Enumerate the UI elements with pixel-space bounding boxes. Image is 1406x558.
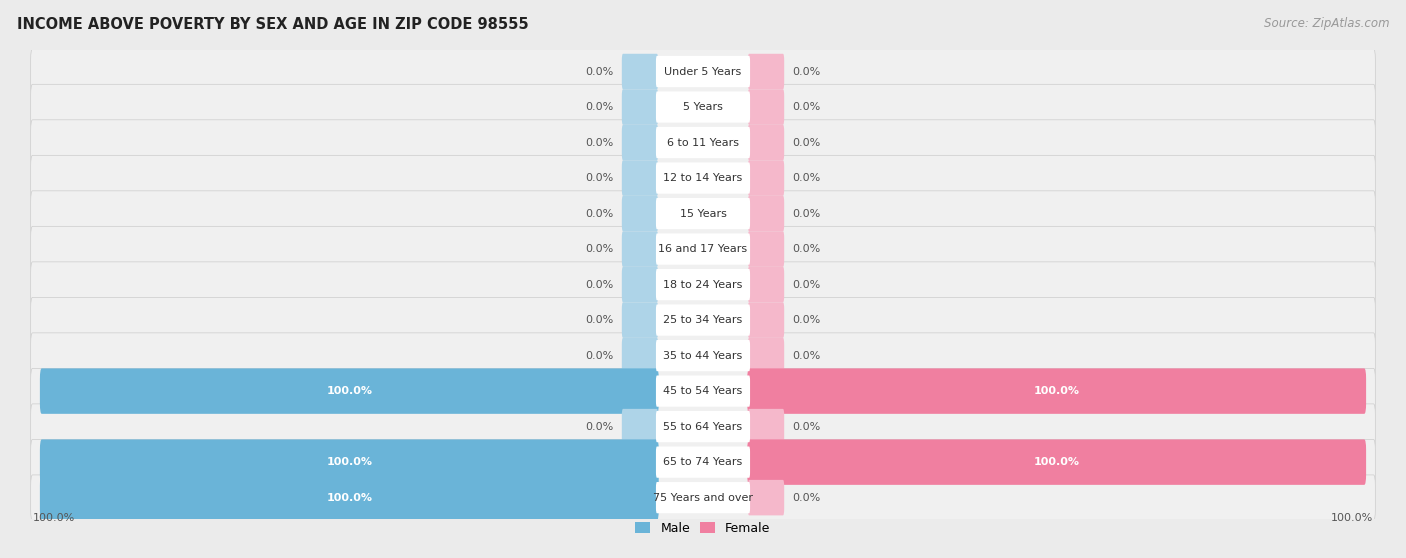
Text: 0.0%: 0.0%: [792, 493, 821, 503]
Text: 55 to 64 Years: 55 to 64 Years: [664, 422, 742, 432]
FancyBboxPatch shape: [31, 227, 1375, 272]
Text: 0.0%: 0.0%: [585, 102, 614, 112]
Text: 100.0%: 100.0%: [326, 457, 373, 467]
FancyBboxPatch shape: [621, 160, 658, 196]
FancyBboxPatch shape: [657, 305, 749, 336]
Text: 65 to 74 Years: 65 to 74 Years: [664, 457, 742, 467]
FancyBboxPatch shape: [657, 446, 749, 478]
Text: 100.0%: 100.0%: [326, 386, 373, 396]
FancyBboxPatch shape: [748, 160, 785, 196]
Text: 0.0%: 0.0%: [585, 280, 614, 290]
FancyBboxPatch shape: [748, 232, 785, 267]
FancyBboxPatch shape: [31, 84, 1375, 130]
FancyBboxPatch shape: [657, 340, 749, 371]
FancyBboxPatch shape: [621, 232, 658, 267]
FancyBboxPatch shape: [621, 89, 658, 125]
Text: 100.0%: 100.0%: [1033, 457, 1080, 467]
Text: 0.0%: 0.0%: [792, 209, 821, 219]
Text: 25 to 34 Years: 25 to 34 Years: [664, 315, 742, 325]
Text: 35 to 44 Years: 35 to 44 Years: [664, 350, 742, 360]
FancyBboxPatch shape: [748, 54, 785, 89]
Text: 0.0%: 0.0%: [585, 244, 614, 254]
FancyBboxPatch shape: [31, 368, 1375, 414]
Text: 75 Years and over: 75 Years and over: [652, 493, 754, 503]
FancyBboxPatch shape: [31, 475, 1375, 521]
FancyBboxPatch shape: [31, 262, 1375, 307]
FancyBboxPatch shape: [39, 439, 658, 485]
FancyBboxPatch shape: [748, 338, 785, 373]
Text: 0.0%: 0.0%: [792, 244, 821, 254]
Text: 100.0%: 100.0%: [326, 493, 373, 503]
FancyBboxPatch shape: [657, 198, 749, 229]
FancyBboxPatch shape: [621, 267, 658, 302]
FancyBboxPatch shape: [657, 162, 749, 194]
FancyBboxPatch shape: [39, 368, 658, 414]
Text: 0.0%: 0.0%: [792, 102, 821, 112]
FancyBboxPatch shape: [621, 125, 658, 160]
FancyBboxPatch shape: [748, 125, 785, 160]
FancyBboxPatch shape: [621, 338, 658, 373]
Text: 0.0%: 0.0%: [792, 350, 821, 360]
Text: 0.0%: 0.0%: [792, 280, 821, 290]
FancyBboxPatch shape: [621, 196, 658, 232]
Text: 100.0%: 100.0%: [1033, 386, 1080, 396]
Text: 0.0%: 0.0%: [585, 137, 614, 147]
Text: 0.0%: 0.0%: [792, 422, 821, 432]
FancyBboxPatch shape: [31, 120, 1375, 165]
FancyBboxPatch shape: [748, 302, 785, 338]
FancyBboxPatch shape: [657, 482, 749, 513]
Text: 0.0%: 0.0%: [585, 173, 614, 183]
FancyBboxPatch shape: [657, 411, 749, 442]
FancyBboxPatch shape: [657, 56, 749, 87]
FancyBboxPatch shape: [31, 155, 1375, 201]
FancyBboxPatch shape: [31, 404, 1375, 449]
Text: 100.0%: 100.0%: [32, 513, 75, 523]
Text: Under 5 Years: Under 5 Years: [665, 66, 741, 76]
FancyBboxPatch shape: [748, 409, 785, 444]
FancyBboxPatch shape: [621, 54, 658, 89]
FancyBboxPatch shape: [657, 127, 749, 158]
FancyBboxPatch shape: [657, 233, 749, 264]
FancyBboxPatch shape: [748, 89, 785, 125]
Text: 0.0%: 0.0%: [792, 315, 821, 325]
FancyBboxPatch shape: [748, 196, 785, 232]
Text: 100.0%: 100.0%: [1331, 513, 1374, 523]
Text: 0.0%: 0.0%: [585, 350, 614, 360]
FancyBboxPatch shape: [39, 475, 658, 521]
Legend: Male, Female: Male, Female: [631, 518, 775, 538]
Text: 0.0%: 0.0%: [585, 315, 614, 325]
Text: 18 to 24 Years: 18 to 24 Years: [664, 280, 742, 290]
Text: Source: ZipAtlas.com: Source: ZipAtlas.com: [1264, 17, 1389, 30]
Text: 6 to 11 Years: 6 to 11 Years: [666, 137, 740, 147]
Text: 0.0%: 0.0%: [792, 137, 821, 147]
Text: 0.0%: 0.0%: [585, 422, 614, 432]
FancyBboxPatch shape: [657, 92, 749, 123]
Text: 0.0%: 0.0%: [792, 66, 821, 76]
Text: 12 to 14 Years: 12 to 14 Years: [664, 173, 742, 183]
FancyBboxPatch shape: [748, 480, 785, 516]
Text: INCOME ABOVE POVERTY BY SEX AND AGE IN ZIP CODE 98555: INCOME ABOVE POVERTY BY SEX AND AGE IN Z…: [17, 17, 529, 32]
FancyBboxPatch shape: [657, 376, 749, 407]
FancyBboxPatch shape: [748, 368, 1367, 414]
FancyBboxPatch shape: [621, 302, 658, 338]
Text: 0.0%: 0.0%: [792, 173, 821, 183]
Text: 0.0%: 0.0%: [585, 66, 614, 76]
FancyBboxPatch shape: [621, 409, 658, 444]
Text: 5 Years: 5 Years: [683, 102, 723, 112]
FancyBboxPatch shape: [748, 267, 785, 302]
FancyBboxPatch shape: [31, 439, 1375, 485]
FancyBboxPatch shape: [31, 191, 1375, 236]
Text: 15 Years: 15 Years: [679, 209, 727, 219]
Text: 0.0%: 0.0%: [585, 209, 614, 219]
FancyBboxPatch shape: [31, 333, 1375, 378]
FancyBboxPatch shape: [31, 297, 1375, 343]
FancyBboxPatch shape: [657, 269, 749, 300]
FancyBboxPatch shape: [748, 439, 1367, 485]
Text: 45 to 54 Years: 45 to 54 Years: [664, 386, 742, 396]
Text: 16 and 17 Years: 16 and 17 Years: [658, 244, 748, 254]
FancyBboxPatch shape: [31, 49, 1375, 94]
